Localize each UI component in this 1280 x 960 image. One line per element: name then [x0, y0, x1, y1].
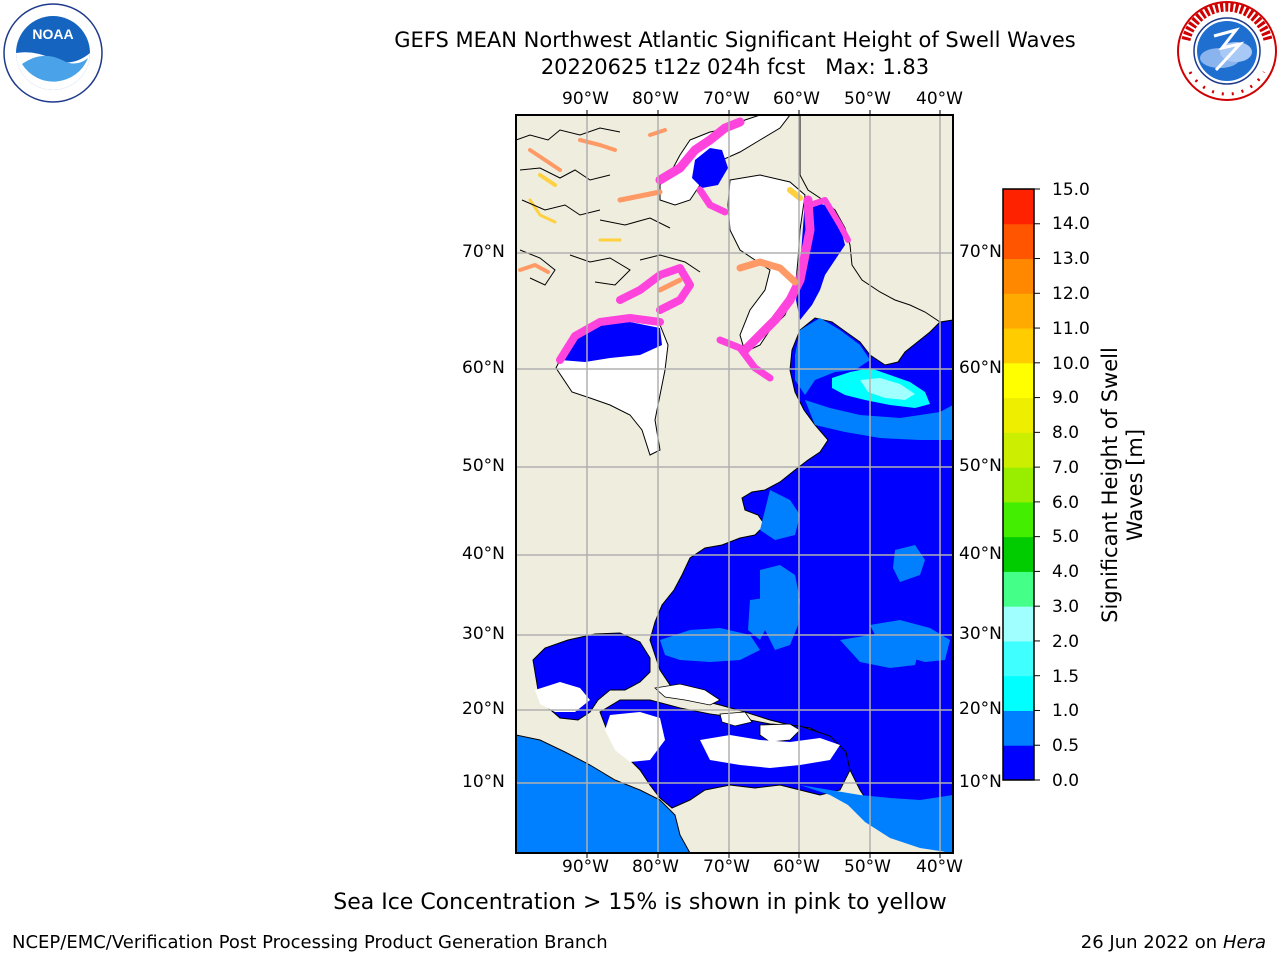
colorbar-segment — [1003, 189, 1034, 225]
lat-label-right: 50°N — [959, 456, 1002, 476]
lat-label-right: 40°N — [959, 544, 1002, 564]
lat-label-right: 20°N — [959, 699, 1002, 719]
colorbar-segment — [1003, 293, 1034, 329]
lon-label-bottom: 90°W — [562, 857, 609, 877]
colorbar-tick-label: 1.0 — [1052, 701, 1080, 721]
footer-credit: NCEP/EMC/Verification Post Processing Pr… — [12, 932, 608, 953]
colorbar — [1003, 188, 1040, 781]
colorbar-segment — [1003, 467, 1034, 503]
colorbar-segment — [1003, 745, 1034, 781]
colorbar-segment — [1003, 223, 1034, 260]
chart-title: GEFS MEAN Northwest Atlantic Significant… — [394, 28, 1076, 52]
arctic-water — [692, 148, 728, 188]
lon-label-bottom: 60°W — [773, 857, 820, 877]
lon-label-top: 60°W — [773, 89, 820, 109]
colorbar-tick-label: 6.0 — [1052, 493, 1080, 513]
colorbar-segment — [1003, 675, 1034, 711]
hudson-bay-water — [560, 322, 662, 362]
pacific-ocean — [516, 734, 691, 853]
sea-ice-note: Sea Ice Concentration > 15% is shown in … — [333, 890, 947, 915]
lat-label-left: 50°N — [462, 456, 505, 476]
colorbar-title: Significant Height of Swell Waves [m] — [1098, 347, 1147, 623]
lon-label-bottom: 40°W — [916, 857, 963, 877]
lat-label-left: 60°N — [462, 358, 505, 378]
colorbar-tick-label: 12.0 — [1052, 284, 1090, 304]
lon-label-top: 50°W — [844, 89, 891, 109]
colorbar-segment — [1003, 606, 1034, 642]
lon-label-bottom: 70°W — [703, 857, 750, 877]
colorbar-tick-label: 10.0 — [1052, 354, 1090, 374]
lat-label-left: 20°N — [462, 699, 505, 719]
colorbar-tick-label: 0.0 — [1052, 771, 1080, 791]
lat-label-left: 70°N — [462, 242, 505, 262]
colorbar-tick-label: 1.5 — [1052, 667, 1080, 687]
colorbar-tick-label: 8.0 — [1052, 423, 1080, 443]
lon-label-top: 90°W — [562, 89, 609, 109]
colorbar-segment — [1003, 501, 1034, 538]
forecast-subtitle: 20220625 t12z 024h fcst Max: 1.83 — [540, 55, 930, 79]
map-frame — [515, 114, 954, 854]
colorbar-tick-label: 9.0 — [1052, 388, 1080, 408]
footer-date-text: 26 Jun 2022 on — [1080, 932, 1218, 953]
colorbar-segment — [1003, 397, 1034, 433]
colorbar-segment — [1003, 640, 1034, 677]
greenland — [799, 115, 953, 323]
lat-label-right: 60°N — [959, 358, 1002, 378]
footer-date: 26 Jun 2022 on Hera — [1081, 932, 1266, 953]
colorbar-tick-label: 4.0 — [1052, 562, 1080, 582]
colorbar-tick-label: 11.0 — [1052, 319, 1090, 339]
caribbean-islands — [654, 683, 801, 743]
colorbar-tick-label: 7.0 — [1052, 458, 1080, 478]
colorbar-tick-label: 3.0 — [1052, 597, 1080, 617]
lat-label-left: 10°N — [462, 772, 505, 792]
colorbar-frame — [1002, 188, 1035, 781]
graticule — [516, 115, 953, 853]
colorbar-segment — [1003, 328, 1034, 364]
gulf-white-patches — [535, 682, 840, 768]
map-area — [516, 115, 953, 853]
colorbar-tick-label: 15.0 — [1052, 180, 1090, 200]
colorbar-tick-label: 14.0 — [1052, 214, 1090, 234]
lat-label-left: 30°N — [462, 624, 505, 644]
colorbar-tick-label: 2.0 — [1052, 632, 1080, 652]
colorbar-segment — [1003, 571, 1034, 607]
lon-label-bottom: 50°W — [844, 857, 891, 877]
lat-label-left: 40°N — [462, 544, 505, 564]
colorbar-tick-label: 13.0 — [1052, 249, 1090, 269]
noaa-logo: NOAA — [2, 2, 104, 104]
swell-medium-regions — [660, 318, 953, 853]
nws-logo — [1176, 0, 1278, 102]
lon-label-top: 80°W — [632, 89, 679, 109]
colorbar-segment — [1003, 258, 1034, 294]
colorbar-tick-label: 0.5 — [1052, 736, 1080, 756]
footer-machine: Hera — [1222, 932, 1266, 953]
lat-label-right: 10°N — [959, 772, 1002, 792]
lon-label-bottom: 80°W — [632, 857, 679, 877]
noaa-logo-text: NOAA — [32, 26, 73, 42]
lat-label-right: 30°N — [959, 624, 1002, 644]
colorbar-tick-label: 5.0 — [1052, 527, 1080, 547]
axis-ticks — [586, 110, 941, 858]
lat-label-right: 70°N — [959, 242, 1002, 262]
colorbar-segment — [1003, 432, 1034, 468]
sea-ice — [518, 117, 851, 382]
lon-label-top: 40°W — [916, 89, 963, 109]
lon-label-top: 70°W — [703, 89, 750, 109]
colorbar-segment — [1003, 710, 1034, 746]
colorbar-segment — [1003, 362, 1034, 399]
colorbar-segment — [1003, 536, 1034, 572]
swell-peak-region — [860, 378, 915, 400]
